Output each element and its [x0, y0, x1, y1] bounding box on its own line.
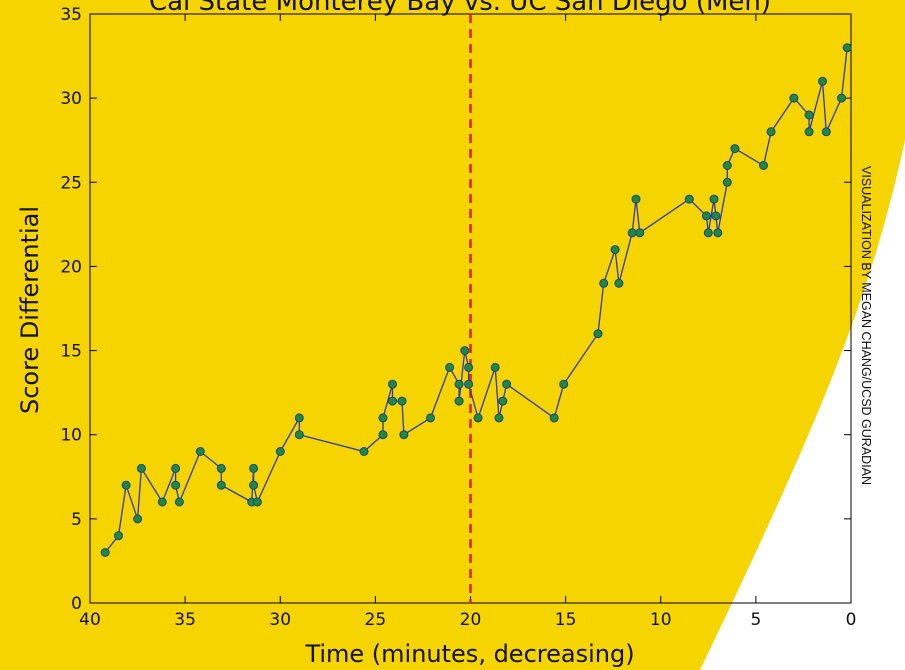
x-tick-label: 0 — [846, 610, 857, 630]
x-tick-label: 20 — [460, 610, 482, 630]
data-point — [464, 379, 474, 389]
data-point — [490, 362, 500, 372]
data-point — [294, 430, 304, 440]
data-point — [635, 228, 645, 238]
data-point — [100, 548, 110, 557]
data-point — [171, 480, 181, 490]
data-point — [722, 177, 732, 187]
data-point — [249, 463, 259, 473]
y-tick-label: 10 — [60, 426, 82, 446]
data-point — [378, 430, 388, 440]
data-point — [133, 514, 143, 524]
data-point — [703, 228, 713, 238]
data-point — [388, 396, 397, 406]
data-point — [114, 531, 123, 541]
data-point — [549, 413, 559, 423]
data-point — [445, 362, 455, 372]
y-axis-label: Score Differential — [16, 206, 44, 414]
x-axis-label: Time (minutes, decreasing) — [304, 640, 634, 668]
data-point — [837, 93, 846, 103]
x-tick-label: 30 — [269, 610, 291, 630]
data-point — [454, 379, 464, 389]
data-point — [559, 379, 569, 389]
data-point — [426, 413, 435, 423]
data-point — [388, 379, 397, 389]
data-point — [174, 497, 184, 507]
data-point — [249, 480, 259, 490]
data-point — [502, 379, 512, 389]
data-point — [766, 127, 776, 137]
x-tick-label: 5 — [750, 610, 761, 630]
data-point — [473, 413, 483, 423]
data-point — [789, 93, 799, 103]
y-tick-label: 35 — [60, 5, 82, 25]
data-point — [684, 194, 694, 204]
data-point — [627, 228, 637, 238]
data-point — [804, 127, 814, 137]
data-point — [821, 127, 831, 137]
data-point — [614, 278, 624, 288]
data-point — [599, 278, 609, 288]
data-point — [121, 480, 131, 490]
y-tick-label: 15 — [60, 342, 82, 362]
data-point — [631, 194, 641, 204]
data-point — [378, 413, 388, 423]
data-point — [498, 396, 508, 406]
data-point — [359, 447, 369, 456]
y-tick-label: 0 — [71, 594, 82, 614]
data-point — [195, 447, 205, 456]
score-differential-points — [100, 43, 852, 557]
data-point — [593, 329, 603, 339]
data-point — [275, 447, 285, 456]
data-point — [294, 413, 304, 423]
data-point — [171, 463, 181, 473]
data-point — [730, 144, 740, 154]
data-point — [460, 346, 470, 356]
data-point — [216, 480, 226, 490]
x-tick-label: 25 — [365, 610, 387, 630]
data-point — [804, 110, 814, 120]
data-point — [252, 497, 262, 507]
data-point — [610, 245, 620, 255]
y-tick-label: 5 — [71, 510, 82, 530]
data-point — [136, 463, 146, 473]
data-point — [464, 362, 474, 372]
data-point — [709, 194, 719, 204]
x-tick-label: 10 — [650, 610, 672, 630]
y-tick-label: 20 — [60, 257, 82, 277]
data-point — [759, 161, 768, 170]
data-point — [842, 43, 852, 53]
chart-title: Cal State Monterey Bay vs. UC San Diego … — [149, 0, 771, 17]
y-tick-label: 25 — [60, 173, 82, 193]
data-point — [399, 430, 409, 440]
x-axis-ticks: 40 35 30 25 20 15 10 5 0 — [79, 14, 856, 630]
data-point — [711, 211, 721, 221]
credit-text: VISUALIZATION BY MEGAN CHANG/UCSD GURADI… — [859, 166, 873, 485]
x-tick-label: 15 — [555, 610, 577, 630]
x-tick-label: 35 — [174, 610, 196, 630]
data-point — [722, 161, 732, 170]
y-axis-ticks: 0 5 10 15 20 25 30 35 — [60, 5, 851, 614]
y-tick-label: 30 — [60, 89, 82, 109]
data-point — [397, 396, 407, 406]
x-tick-label: 40 — [79, 610, 101, 630]
data-point — [157, 497, 167, 507]
data-point — [701, 211, 711, 221]
data-point — [818, 76, 827, 86]
data-point — [216, 463, 226, 473]
data-point — [494, 413, 504, 423]
data-point — [454, 396, 464, 406]
data-point — [713, 228, 723, 238]
